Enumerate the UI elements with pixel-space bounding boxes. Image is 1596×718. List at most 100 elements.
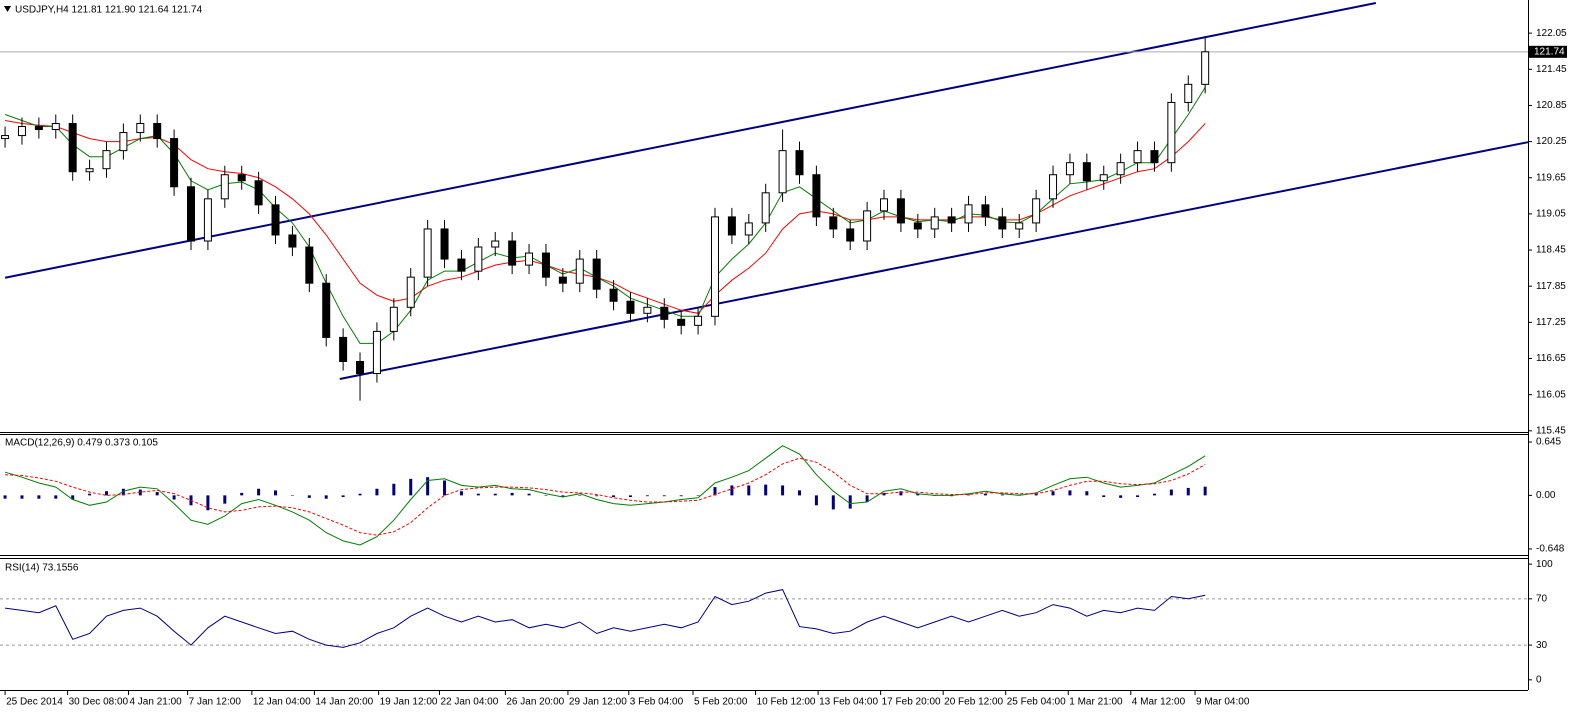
candle-body <box>474 246 483 272</box>
candle-body <box>491 240 500 248</box>
candle-body <box>271 204 280 236</box>
histogram-bar <box>679 495 683 497</box>
x-tick-label: 10 Feb 12:00 <box>757 697 816 708</box>
y-tick-label: 30 <box>1536 640 1548 651</box>
x-tick-label: 17 Feb 20:00 <box>882 697 941 708</box>
y-tick-label: 115.45 <box>1536 425 1566 436</box>
y-tick-label: 119.65 <box>1536 172 1566 183</box>
candle-body <box>880 198 889 212</box>
candle-body <box>525 252 534 266</box>
candle-body <box>1116 162 1125 176</box>
histogram-bar <box>882 492 886 496</box>
histogram-bar <box>121 488 125 496</box>
x-tick-label: 1 Mar 21:00 <box>1069 697 1123 708</box>
histogram-bar <box>1000 494 1004 496</box>
x-tick-label: 4 Jan 21:00 <box>129 697 182 708</box>
y-tick-label: 0.645 <box>1536 437 1561 448</box>
y-tick-label: 120.25 <box>1536 136 1567 147</box>
candle-body <box>626 300 635 314</box>
candle-body <box>356 361 365 375</box>
candle-body <box>457 258 466 272</box>
histogram-bar <box>1186 487 1190 496</box>
candle-body <box>254 180 263 206</box>
candle-body <box>558 276 567 284</box>
candle-body <box>660 306 669 320</box>
candle-body <box>913 222 922 230</box>
y-tick-label: 117.25 <box>1536 317 1566 328</box>
histogram-bar <box>561 495 565 498</box>
candle-body <box>1049 174 1058 200</box>
histogram-bar <box>578 495 582 496</box>
y-tick-label: -0.648 <box>1536 544 1565 555</box>
y-tick-label: 119.05 <box>1536 209 1566 220</box>
histogram-bar <box>1051 491 1055 496</box>
histogram-bar <box>916 493 920 496</box>
channel-line <box>4 2 1377 279</box>
histogram-bar <box>730 485 734 496</box>
candle-body <box>643 306 652 314</box>
histogram-bar <box>797 490 801 496</box>
histogram-bar <box>426 477 430 496</box>
histogram-bar <box>71 495 75 500</box>
candle-body <box>170 138 179 188</box>
y-tick-label: 70 <box>1536 593 1548 604</box>
histogram-bar <box>848 495 852 509</box>
candle-body <box>1150 150 1159 164</box>
candle-body <box>609 288 618 302</box>
frames <box>0 0 1529 691</box>
candle-body <box>237 174 246 182</box>
histogram-bar <box>341 495 345 498</box>
histogram-bar <box>493 493 497 496</box>
histogram-bar <box>358 493 362 496</box>
histogram-bar <box>814 495 818 506</box>
candle-body <box>846 228 855 242</box>
candle-body <box>153 123 162 140</box>
histogram-bar <box>747 485 751 496</box>
rsi-title: RSI(14) 73.1556 <box>5 563 79 574</box>
candle-body <box>677 318 686 326</box>
x-tick-label: 4 Mar 12:00 <box>1132 697 1186 708</box>
candle-body <box>34 126 43 131</box>
candle-body <box>930 216 939 230</box>
y-tick-label: 121.45 <box>1536 64 1567 75</box>
candle-body <box>389 306 398 332</box>
histogram-bar <box>240 492 244 496</box>
histogram-bar <box>1102 495 1106 498</box>
histogram-bar <box>307 495 311 498</box>
histogram-bar <box>104 491 108 496</box>
histogram-bar <box>476 493 480 496</box>
candle-body <box>508 240 517 266</box>
menu-triangle <box>4 6 11 12</box>
histogram-bar <box>1034 493 1038 496</box>
y-tick-label: 0 <box>1536 674 1542 685</box>
candle-body <box>17 126 26 137</box>
candle-body <box>575 258 584 284</box>
x-tick-label: 30 Dec 08:00 <box>69 697 129 708</box>
indicator-line <box>4 445 1206 546</box>
histogram-bar <box>865 495 869 502</box>
histogram-bar <box>527 493 531 496</box>
histogram-bar <box>899 491 903 496</box>
candle-body <box>947 216 956 224</box>
candle-body <box>102 150 111 170</box>
x-tick-label: 12 Jan 04:00 <box>253 697 311 708</box>
histogram-bar <box>510 492 514 496</box>
histogram-bar <box>612 495 616 498</box>
x-tick-label: 7 Jan 12:00 <box>189 697 242 708</box>
histogram-bar <box>544 495 548 496</box>
y-tick-label: 116.65 <box>1536 353 1566 364</box>
y-tick-label: 120.85 <box>1536 100 1567 111</box>
candle-body <box>1099 174 1108 182</box>
candle-body <box>1167 101 1176 164</box>
x-tick-label: 25 Dec 2014 <box>6 697 63 708</box>
histogram-bar <box>1119 495 1123 498</box>
x-tick-label: 13 Feb 04:00 <box>819 697 878 708</box>
y-tick-label: 118.45 <box>1536 245 1566 256</box>
candle-body <box>829 216 838 230</box>
candle-body <box>288 234 297 248</box>
x-tick-label: 22 Jan 04:00 <box>440 697 498 708</box>
histogram-bar <box>172 495 176 500</box>
